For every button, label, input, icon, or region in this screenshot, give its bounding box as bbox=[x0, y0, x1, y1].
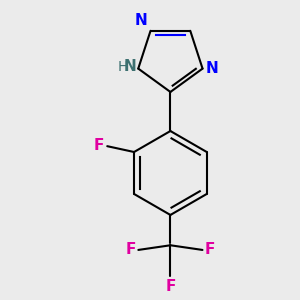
Text: F: F bbox=[165, 279, 176, 294]
Text: N: N bbox=[123, 59, 136, 74]
Text: N: N bbox=[135, 14, 148, 28]
Text: N: N bbox=[206, 61, 218, 76]
Text: F: F bbox=[93, 137, 104, 152]
Text: H: H bbox=[117, 60, 128, 74]
Text: F: F bbox=[126, 242, 136, 257]
Text: F: F bbox=[205, 242, 215, 257]
